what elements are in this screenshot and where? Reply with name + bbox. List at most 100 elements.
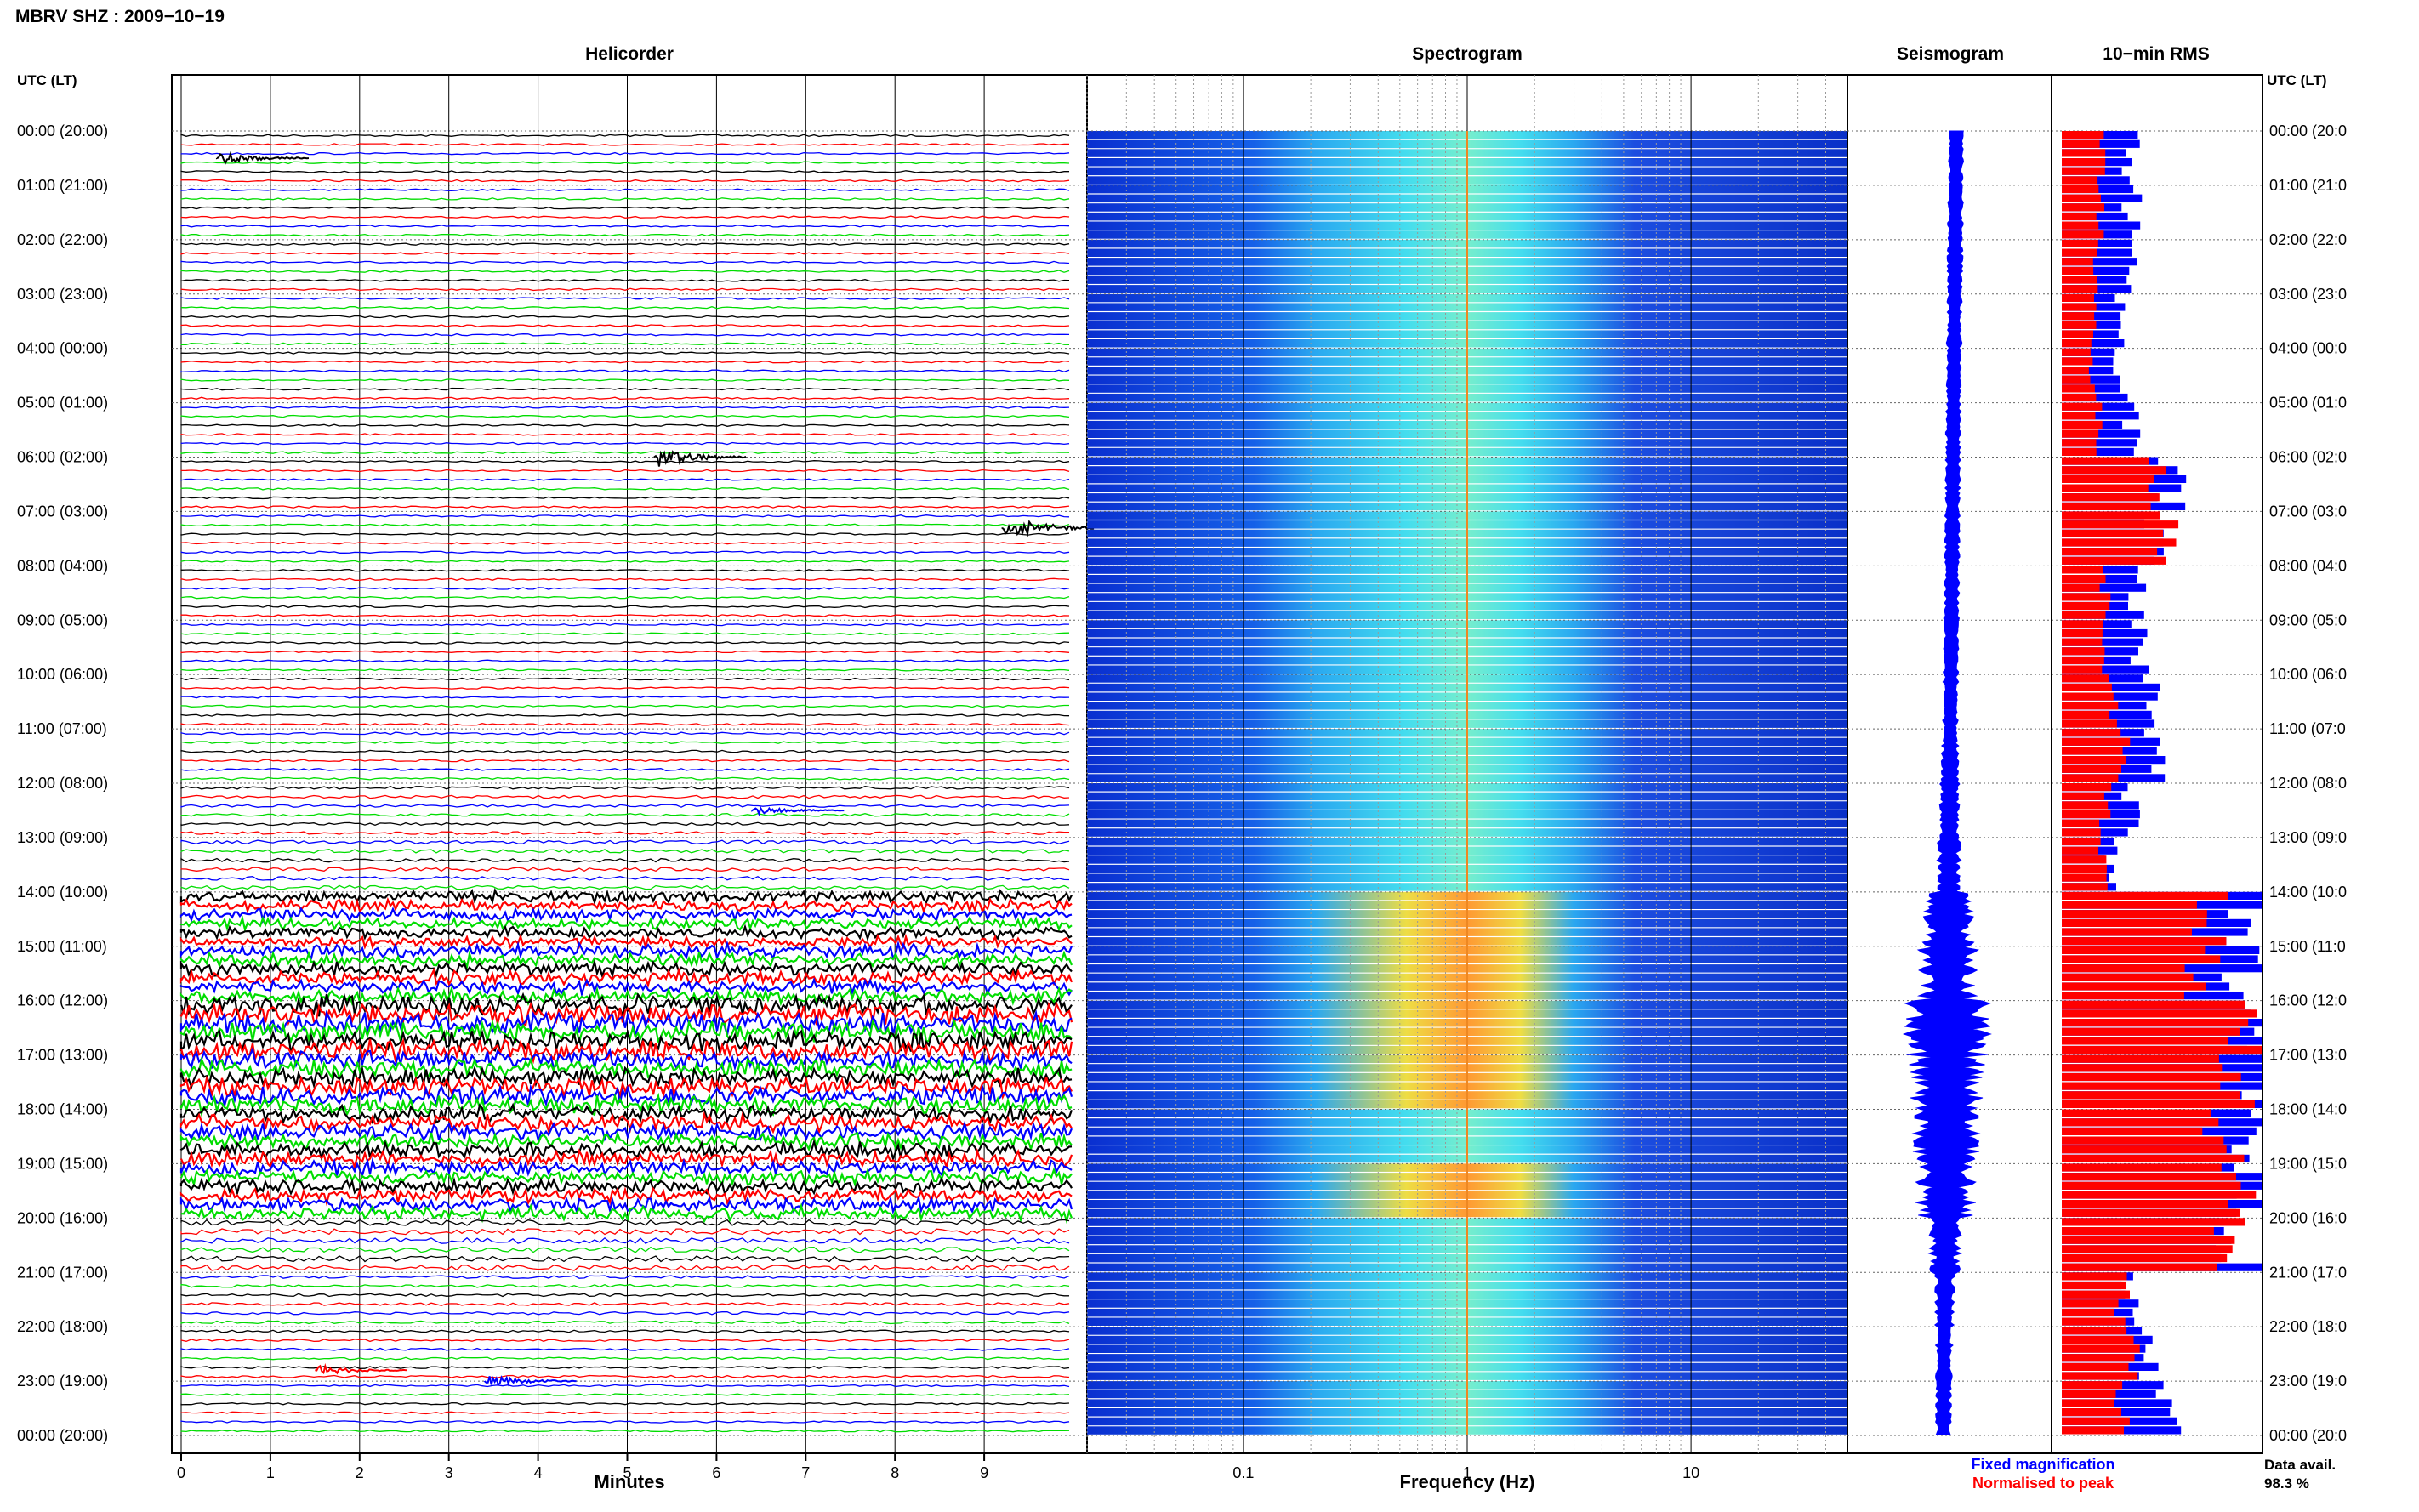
hour-label-right: 01:00 (21:0 [2269, 177, 2347, 194]
helicorder-trace [180, 134, 1070, 138]
rms-bar [2062, 982, 2206, 991]
rms-bar [2062, 747, 2123, 755]
rms-bar [2062, 1072, 2241, 1082]
rms-bar [2062, 1154, 2245, 1162]
right-axis-title: UTC (LT) [2267, 72, 2327, 88]
helicorder-trace [180, 1393, 1070, 1396]
hour-label-right: 00:00 (20:0 [2269, 122, 2347, 139]
rms-bar [2062, 1399, 2114, 1407]
helicorder-trace [180, 279, 1070, 282]
helicorder-trace [180, 614, 1070, 617]
helicorder-trace [180, 713, 1070, 717]
rms-bar [2062, 139, 2100, 148]
rms-bar [2062, 1245, 2233, 1253]
rms-bar [2062, 1118, 2219, 1127]
hour-label-left: 00:00 (20:00) [17, 122, 108, 139]
minute-tick-label: 0 [177, 1464, 185, 1481]
helicorder-trace [180, 514, 1070, 518]
helicorder-trace [180, 641, 1070, 645]
rms-panel: 10−min RMS UTC (LT) 00:00 (20:0 01:00 (21… [2051, 44, 2347, 1454]
helicorder-trace [180, 1374, 1070, 1378]
hour-label-left: 00:00 (20:00) [17, 1427, 108, 1444]
helicorder-trace [180, 532, 1070, 536]
rms-bar [2062, 212, 2097, 221]
hour-label-right: 23:00 (19:0 [2269, 1373, 2347, 1390]
hour-label-right: 20:00 (16:0 [2269, 1209, 2347, 1226]
rms-bar [2062, 937, 2227, 946]
helicorder-trace [180, 1347, 1070, 1351]
helicorder-trace [180, 749, 1070, 753]
helicorder-trace [180, 595, 1070, 600]
rms-bar [2062, 139, 2140, 148]
helicorder-trace [180, 315, 1070, 319]
rms-bar [2062, 901, 2197, 909]
seismogram-trace [1902, 130, 1992, 1435]
helicorder-event [653, 450, 747, 467]
hour-label-left: 22:00 (18:00) [17, 1318, 108, 1335]
helicorder-trace [180, 659, 1070, 662]
minute-tick-label: 4 [534, 1464, 543, 1481]
rms-bar [2062, 221, 2099, 230]
rms-bar [2062, 566, 2103, 574]
rms-bar [2062, 1281, 2126, 1290]
rms-bar [2062, 973, 2194, 981]
rms-bar [2062, 910, 2207, 918]
helicorder-trace [180, 1255, 1070, 1263]
helicorder-trace [180, 1320, 1070, 1325]
hour-label-right: 22:00 (18:0 [2269, 1318, 2347, 1335]
hour-label-left: 04:00 (00:00) [17, 340, 108, 357]
frequency-tick-label: 1 [1463, 1464, 1471, 1481]
helicorder-trace [179, 1111, 1073, 1135]
helicorder-trace [180, 686, 1070, 690]
helicorder-trace [180, 197, 1070, 201]
rms-bar [2062, 502, 2151, 510]
rms-bar [2062, 1064, 2223, 1072]
helicorder-trace [180, 1411, 1070, 1415]
rms-bar [2062, 1344, 2140, 1353]
helicorder-trace [180, 668, 1070, 672]
rms-bar [2062, 665, 2103, 674]
rms-bar [2062, 674, 2109, 683]
helicorder-trace [180, 242, 1070, 246]
rms-bar [2062, 529, 2164, 537]
rms-bar [2062, 810, 2111, 819]
rms-bar [2062, 248, 2097, 257]
rms-bar [2062, 1200, 2228, 1208]
rms-bar [2062, 864, 2107, 873]
helicorder-xlabel: Minutes [594, 1471, 664, 1492]
helicorder-trace [180, 387, 1070, 391]
helicorder-trace [180, 505, 1070, 509]
rms-bar [2062, 1327, 2127, 1335]
rms-bar [2062, 375, 2091, 384]
helicorder-trace [180, 252, 1070, 255]
rms-bar [2062, 891, 2228, 900]
rms-bar [2062, 258, 2093, 266]
hour-labels-left: 00:00 (20:00) 01:00 (21:00) 02:00 (22:00) 0… [17, 122, 108, 1444]
helicorder-trace [180, 143, 1069, 146]
rms-bar [2062, 1290, 2130, 1299]
hour-label-left: 15:00 (11:00) [17, 938, 107, 955]
helicorder-panel: Helicorder UTC (LT) 00:00 (20:00) 01:00 (… [17, 44, 1095, 1492]
hour-label-right: 18:00 (14:0 [2269, 1101, 2347, 1118]
helicorder-trace [180, 225, 1070, 228]
rms-bar [2062, 1191, 2257, 1199]
rms-bar [2062, 511, 2160, 520]
helicorder-trace [180, 396, 1070, 400]
hour-label-left: 13:00 (09:00) [17, 829, 108, 846]
rms-bar [2062, 1317, 2126, 1326]
helicorder-trace [180, 759, 1070, 763]
hour-label-right: 13:00 (09:0 [2269, 829, 2347, 846]
helicorder-trace [180, 1401, 1070, 1406]
rms-bar [2062, 1027, 2240, 1036]
rms-bar [2062, 620, 2103, 628]
hour-label-left: 18:00 (14:00) [17, 1101, 108, 1118]
rms-bar [2062, 266, 2094, 275]
rms-bar [2062, 783, 2112, 792]
rms-bar [2062, 593, 2111, 601]
helicorder-grid [172, 75, 1087, 1453]
helicorder-trace [180, 188, 1070, 191]
helicorder-event [315, 1362, 407, 1375]
helicorder-trace [180, 839, 1070, 845]
helicorder-trace [180, 804, 1070, 808]
rms-bar [2062, 1236, 2235, 1244]
